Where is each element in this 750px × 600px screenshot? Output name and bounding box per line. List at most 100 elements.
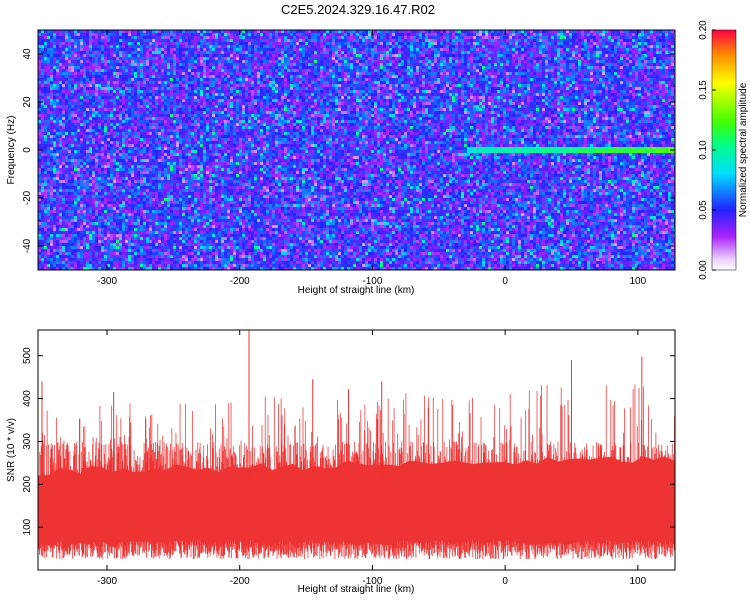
heatmap-cell xyxy=(224,72,227,75)
heatmap-cell xyxy=(155,30,158,33)
heatmap-cell xyxy=(299,69,302,72)
heatmap-cell xyxy=(233,84,236,87)
heatmap-cell xyxy=(176,96,179,99)
heatmap-cell xyxy=(419,48,422,51)
heatmap-cell xyxy=(611,93,614,96)
heatmap-cell xyxy=(44,75,47,78)
heatmap-cell xyxy=(536,45,539,48)
heatmap-cell xyxy=(116,81,119,84)
heatmap-cell xyxy=(65,75,68,78)
heatmap-cell xyxy=(158,90,161,93)
heatmap-cell xyxy=(443,48,446,51)
heatmap-cell xyxy=(623,66,626,69)
heatmap-cell xyxy=(329,42,332,45)
heatmap-cell xyxy=(221,90,224,93)
heatmap-cell xyxy=(212,66,215,69)
heatmap-cell xyxy=(185,69,188,72)
heatmap-cell xyxy=(284,33,287,36)
heatmap-cell xyxy=(53,51,56,54)
heatmap-cell xyxy=(593,69,596,72)
heatmap-cell xyxy=(602,42,605,45)
heatmap-cell xyxy=(371,72,374,75)
heatmap-cell xyxy=(500,75,503,78)
heatmap-cell xyxy=(383,57,386,60)
heatmap-cell xyxy=(101,54,104,57)
heatmap-cell xyxy=(254,96,257,99)
heatmap-cell xyxy=(197,81,200,84)
heatmap-cell xyxy=(287,51,290,54)
heatmap-cell xyxy=(233,51,236,54)
heatmap-cell xyxy=(341,36,344,39)
heatmap-cell xyxy=(83,75,86,78)
heatmap-cell xyxy=(104,99,107,102)
heatmap-cell xyxy=(116,45,119,48)
heatmap-cell xyxy=(293,93,296,96)
heatmap-cell xyxy=(599,75,602,78)
heatmap-cell xyxy=(605,78,608,81)
heatmap-cell xyxy=(110,75,113,78)
heatmap-cell xyxy=(257,72,260,75)
heatmap-cell xyxy=(596,51,599,54)
heatmap-cell xyxy=(572,30,575,33)
heatmap-cell xyxy=(263,30,266,33)
heatmap-cell xyxy=(659,96,662,99)
heatmap-cell xyxy=(44,54,47,57)
heatmap-cell xyxy=(611,75,614,78)
heatmap-cell xyxy=(275,66,278,69)
heatmap-cell xyxy=(608,30,611,33)
heatmap-cell xyxy=(536,42,539,45)
heatmap-cell xyxy=(158,57,161,60)
heatmap-cell xyxy=(263,51,266,54)
heatmap-cell xyxy=(140,69,143,72)
heatmap-cell xyxy=(242,30,245,33)
heatmap-cell xyxy=(80,57,83,60)
heatmap-cell xyxy=(398,87,401,90)
heatmap-cell xyxy=(626,78,629,81)
heatmap-cell xyxy=(161,54,164,57)
heatmap-cell xyxy=(299,33,302,36)
heatmap-cell xyxy=(617,72,620,75)
heatmap-cell xyxy=(665,84,668,87)
heatmap-cell xyxy=(458,45,461,48)
heatmap-cell xyxy=(164,90,167,93)
heatmap-cell xyxy=(227,36,230,39)
heatmap-cell xyxy=(179,99,182,102)
heatmap-cell xyxy=(488,66,491,69)
heatmap-cell xyxy=(569,33,572,36)
heatmap-cell xyxy=(620,51,623,54)
heatmap-cell xyxy=(350,93,353,96)
heatmap-cell xyxy=(215,81,218,84)
heatmap-cell xyxy=(647,48,650,51)
heatmap-cell xyxy=(536,66,539,69)
heatmap-cell xyxy=(203,90,206,93)
heatmap-cell xyxy=(623,30,626,33)
heatmap-cell xyxy=(53,93,56,96)
heatmap-cell xyxy=(185,63,188,66)
heatmap-cell xyxy=(374,54,377,57)
heatmap-cell xyxy=(509,39,512,42)
heatmap-cell xyxy=(326,42,329,45)
heatmap-cell xyxy=(575,57,578,60)
heatmap-cell xyxy=(425,36,428,39)
heatmap-cell xyxy=(518,66,521,69)
heatmap-cell xyxy=(203,51,206,54)
heatmap-cell xyxy=(128,30,131,33)
heatmap-cell xyxy=(53,60,56,63)
heatmap-cell xyxy=(605,45,608,48)
heatmap-cell xyxy=(305,57,308,60)
heatmap-cell xyxy=(434,30,437,33)
heatmap-cell xyxy=(449,57,452,60)
heatmap-cell xyxy=(104,90,107,93)
heatmap-cell xyxy=(623,96,626,99)
heatmap-cell xyxy=(131,57,134,60)
heatmap-cell xyxy=(326,33,329,36)
heatmap-cell xyxy=(107,51,110,54)
heatmap-cell xyxy=(62,87,65,90)
heatmap-cell xyxy=(536,63,539,66)
heatmap-cell xyxy=(119,75,122,78)
heatmap-cell xyxy=(272,72,275,75)
heatmap-cell xyxy=(281,45,284,48)
heatmap-cell xyxy=(530,96,533,99)
heatmap-cell xyxy=(155,63,158,66)
heatmap-cell xyxy=(317,93,320,96)
